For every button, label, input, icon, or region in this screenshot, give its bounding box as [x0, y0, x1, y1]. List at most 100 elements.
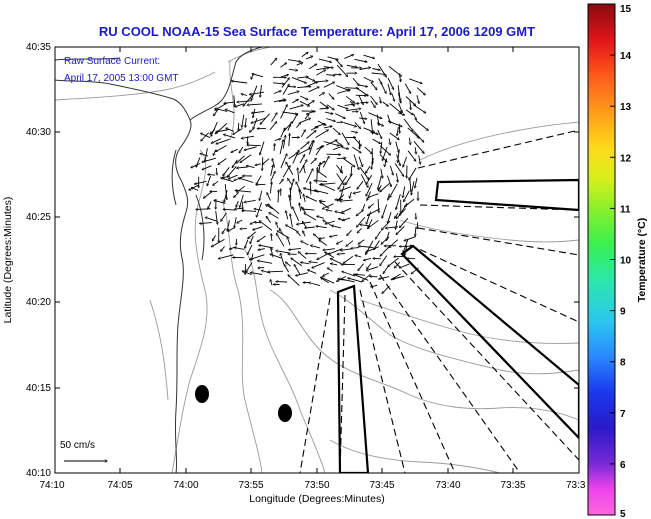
- current-vector: [287, 237, 291, 245]
- coastline: [55, 47, 263, 473]
- current-vector: [321, 277, 335, 284]
- current-vector: [351, 166, 352, 176]
- current-vector: [200, 223, 212, 224]
- current-vector: [208, 174, 216, 175]
- current-vector: [359, 246, 373, 248]
- current-vector: [266, 205, 273, 210]
- current-vector: [337, 90, 350, 94]
- current-vector: [237, 219, 243, 223]
- current-vector: [396, 225, 405, 234]
- current-vector: [252, 74, 264, 78]
- current-vector: [359, 68, 371, 70]
- current-vector: [366, 183, 373, 196]
- current-vector: [359, 167, 369, 179]
- current-vector: [296, 148, 311, 156]
- current-vector: [221, 178, 234, 183]
- current-vector: [326, 118, 335, 122]
- current-vector: [294, 265, 301, 275]
- current-vector: [358, 156, 363, 167]
- x-tick-label: 73:55: [238, 480, 263, 491]
- current-vector: [231, 81, 248, 84]
- current-vector: [300, 130, 305, 138]
- current-vector: [323, 203, 334, 209]
- current-vector: [215, 210, 218, 224]
- current-vector: [366, 174, 373, 184]
- current-vector: [278, 190, 279, 203]
- current-vector: [413, 104, 425, 113]
- current-vector: [296, 123, 301, 128]
- current-vector: [302, 209, 315, 210]
- current-vector: [346, 109, 361, 112]
- current-vector: [289, 247, 301, 249]
- current-vector: [278, 100, 286, 101]
- current-vector: [304, 82, 318, 88]
- bathymetry-contours: [55, 47, 579, 473]
- current-vector: [416, 87, 425, 95]
- current-vector: [280, 75, 289, 78]
- current-vector: [394, 163, 404, 176]
- current-vector: [280, 105, 288, 119]
- current-vector: [286, 162, 294, 176]
- current-vector: [346, 240, 354, 247]
- current-vector: [336, 173, 345, 185]
- current-vector: [355, 274, 365, 275]
- current-vector: [388, 193, 390, 200]
- current-vector: [396, 208, 407, 219]
- current-vector: [354, 58, 368, 62]
- current-vector: [306, 101, 314, 106]
- current-vector: [340, 186, 351, 191]
- current-vector: [228, 227, 236, 232]
- current-vector: [351, 131, 357, 132]
- current-vector: [326, 140, 337, 146]
- current-vector: [368, 193, 379, 198]
- current-vector: [380, 96, 381, 103]
- current-vector: [201, 132, 210, 141]
- current-vector: [370, 131, 378, 134]
- current-vector: [298, 168, 300, 182]
- current-vector: [393, 275, 405, 279]
- current-vector: [413, 141, 424, 153]
- current-vector: [388, 212, 392, 223]
- current-vector: [212, 235, 216, 241]
- current-vector: [398, 73, 400, 81]
- current-vector: [388, 257, 399, 267]
- current-vector: [224, 134, 236, 139]
- current-vector: [303, 166, 306, 174]
- current-vector: [338, 175, 347, 189]
- current-vector: [335, 199, 343, 200]
- current-vector: [288, 275, 300, 286]
- current-vector: [223, 167, 230, 176]
- current-vector: [407, 127, 420, 138]
- current-vector: [366, 246, 379, 252]
- current-vector: [405, 198, 415, 207]
- current-vector: [316, 68, 329, 71]
- current-vector: [251, 273, 263, 275]
- current-vector: [335, 113, 345, 119]
- x-tick-label: 73:3: [566, 480, 586, 491]
- current-vector: [358, 263, 364, 271]
- current-vector: [407, 150, 416, 161]
- current-vector: [394, 261, 401, 268]
- current-vector: [319, 238, 325, 239]
- current-vector: [330, 264, 338, 265]
- current-vector: [236, 155, 245, 163]
- current-vector: [395, 220, 398, 230]
- current-vector: [357, 216, 366, 227]
- current-vector: [288, 152, 299, 160]
- current-vector: [288, 179, 293, 186]
- current-vector: [381, 220, 391, 230]
- current-vector: [247, 103, 263, 105]
- current-vector: [387, 83, 391, 95]
- current-vector: [194, 180, 207, 184]
- current-vector: [207, 175, 212, 186]
- current-vector: [341, 166, 342, 172]
- current-vector: [405, 245, 408, 255]
- current-vector: [332, 127, 340, 135]
- current-vector: [337, 104, 349, 109]
- current-vector: [310, 127, 318, 131]
- current-vector: [306, 196, 318, 202]
- current-vector: [323, 82, 335, 88]
- current-vector: [244, 199, 256, 202]
- current-vector: [301, 241, 309, 246]
- current-vector: [254, 209, 263, 211]
